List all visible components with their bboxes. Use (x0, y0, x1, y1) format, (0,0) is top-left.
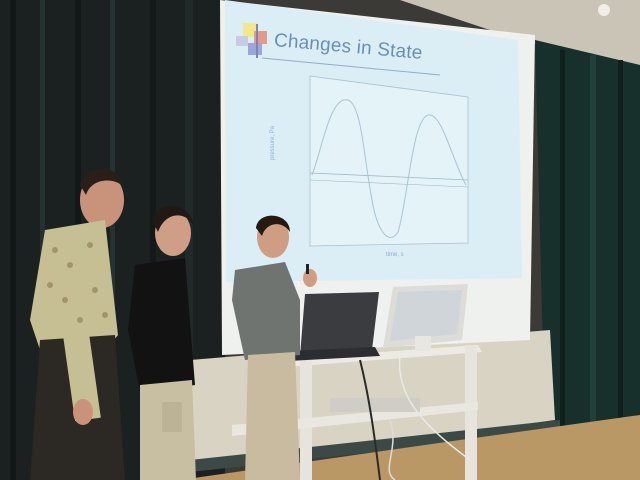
title-underline (261, 57, 441, 76)
curtain-right (535, 40, 640, 430)
person-right (232, 215, 317, 480)
slide-plot (309, 75, 469, 247)
person-left (30, 168, 125, 480)
ceiling-light (598, 4, 610, 16)
person-middle (128, 205, 196, 480)
slide-x-axis-label: time, s (386, 252, 404, 258)
monitor (383, 284, 468, 351)
slide-y-axis-label: pressure, Pa (270, 125, 276, 160)
slide-logo (236, 23, 267, 58)
